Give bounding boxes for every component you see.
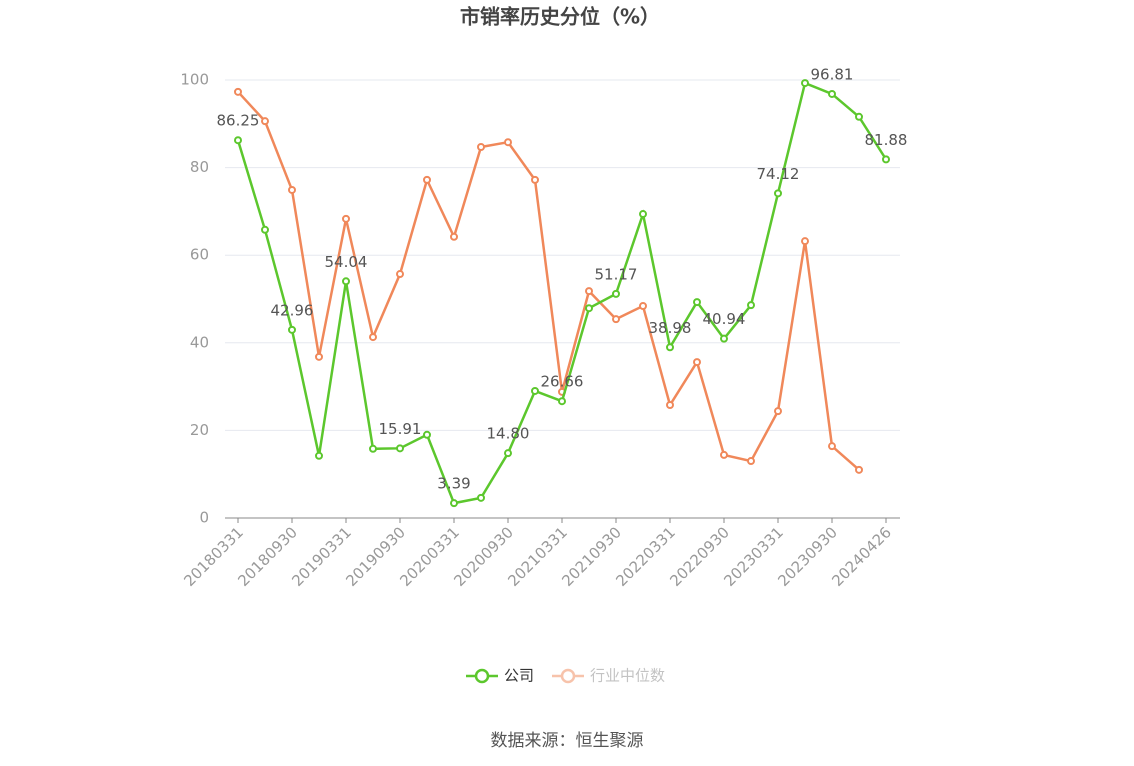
point: [801, 237, 809, 246]
legend-marker: [474, 668, 490, 684]
point: [315, 451, 323, 460]
legend-label: 行业中位数: [590, 667, 665, 685]
point: [747, 301, 755, 310]
data-label: 86.25: [217, 112, 260, 130]
point: [828, 89, 836, 98]
data-label: 42.96: [271, 301, 314, 319]
legend-marker: [560, 668, 576, 684]
point: [423, 175, 431, 184]
point: [855, 112, 863, 121]
point: [639, 302, 647, 311]
point: [693, 358, 701, 367]
point: [720, 450, 728, 459]
point: [801, 79, 809, 88]
chart-title: 市销率历史分位（%）: [460, 5, 660, 29]
point: [774, 189, 782, 198]
point: [342, 277, 350, 286]
data-label: 3.39: [437, 475, 470, 493]
point: [882, 155, 890, 164]
point: [558, 397, 566, 406]
point: [612, 315, 620, 324]
series-line: [236, 81, 888, 505]
point: [720, 334, 728, 343]
point: [666, 400, 674, 409]
point: [504, 449, 512, 458]
y-tick-label: 80: [190, 158, 209, 176]
point: [828, 442, 836, 451]
point: [612, 289, 620, 298]
point: [747, 457, 755, 466]
point: [504, 138, 512, 147]
point: [234, 87, 242, 96]
legend-label: 公司: [504, 667, 534, 685]
data-label: 96.81: [811, 65, 854, 83]
data-label: 54.04: [325, 253, 368, 271]
point: [450, 232, 458, 241]
source: 数据来源：恒生聚源: [491, 731, 644, 751]
y-tick-label: 100: [180, 71, 209, 89]
y-tick-label: 60: [190, 246, 209, 264]
data-label: 14.80: [487, 425, 530, 443]
point: [396, 270, 404, 279]
data-label: 51.17: [595, 265, 638, 283]
y-tick-label: 0: [199, 509, 209, 527]
data-label: 38.98: [649, 319, 692, 337]
data-label: 15.91: [379, 420, 422, 438]
point: [288, 185, 296, 194]
point: [369, 444, 377, 453]
point: [288, 325, 296, 334]
point: [585, 287, 593, 296]
point: [585, 304, 593, 313]
point: [531, 386, 539, 395]
point: [477, 493, 485, 502]
point: [261, 117, 269, 126]
data-label: 26.66: [541, 373, 584, 391]
point: [234, 136, 242, 145]
point: [396, 444, 404, 453]
point: [261, 225, 269, 234]
y-tick-label: 20: [190, 421, 209, 439]
point: [855, 465, 863, 474]
legend-item[interactable]: 行业中位数: [552, 667, 665, 685]
y-tick-label: 40: [190, 333, 209, 351]
point: [774, 407, 782, 416]
legend-item[interactable]: 公司: [466, 667, 534, 685]
point: [639, 210, 647, 219]
data-label: 40.94: [703, 310, 746, 328]
data-label: 81.88: [865, 131, 908, 149]
point: [693, 298, 701, 307]
point: [423, 430, 431, 439]
point: [531, 175, 539, 184]
point: [666, 343, 674, 352]
point: [315, 352, 323, 361]
x-tick-label: 20240426: [828, 523, 895, 590]
point: [450, 499, 458, 508]
point: [342, 214, 350, 223]
point: [477, 143, 485, 152]
series-line: [237, 90, 860, 471]
point: [369, 333, 377, 342]
data-label: 74.12: [757, 165, 800, 183]
